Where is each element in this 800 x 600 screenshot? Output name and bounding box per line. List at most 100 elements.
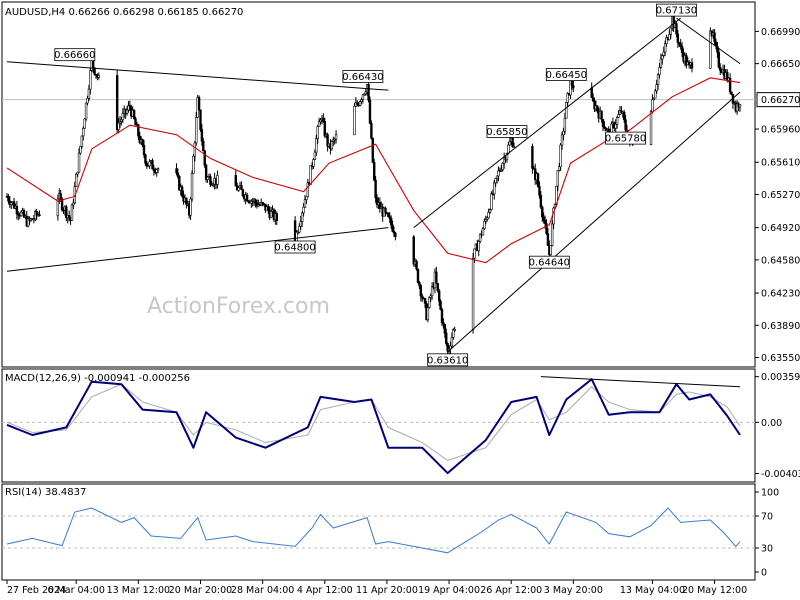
candle-body bbox=[452, 329, 455, 338]
candle bbox=[416, 268, 420, 284]
candle bbox=[436, 282, 439, 293]
candle bbox=[300, 211, 304, 227]
candle bbox=[603, 121, 606, 130]
candle-body bbox=[615, 117, 619, 125]
y-tick-label: 0.66990 bbox=[761, 27, 800, 38]
candle-body bbox=[195, 117, 198, 144]
candle bbox=[412, 235, 415, 267]
candle bbox=[662, 46, 665, 58]
candle-body bbox=[322, 118, 325, 122]
y-tick-label: 0.00 bbox=[761, 418, 782, 429]
candle-body bbox=[192, 155, 195, 174]
candle bbox=[593, 97, 596, 113]
candle-body bbox=[7, 196, 10, 202]
candle-body bbox=[546, 233, 550, 246]
candle-body bbox=[86, 98, 89, 104]
candle bbox=[358, 100, 362, 107]
candle bbox=[430, 282, 434, 300]
price-label-box bbox=[545, 68, 587, 81]
candle-body bbox=[545, 223, 548, 234]
candle-body bbox=[120, 119, 123, 122]
candle bbox=[562, 127, 565, 141]
candle-body bbox=[387, 212, 390, 217]
price-label-box bbox=[605, 131, 647, 145]
candle-body bbox=[656, 74, 660, 85]
candle-body bbox=[709, 30, 712, 69]
candle bbox=[363, 93, 366, 96]
candle-body bbox=[358, 101, 362, 106]
candle bbox=[728, 73, 732, 95]
candle-body bbox=[373, 162, 376, 181]
macd-line bbox=[6, 378, 741, 475]
candle-body bbox=[118, 121, 122, 124]
x-tick-label: 13 Mar 12:00 bbox=[107, 585, 170, 596]
price-label-box bbox=[528, 255, 570, 269]
candle bbox=[35, 208, 38, 221]
candle-body bbox=[384, 207, 387, 213]
candle-body bbox=[176, 172, 180, 177]
candle bbox=[245, 192, 249, 202]
candle bbox=[176, 168, 180, 179]
candle bbox=[440, 307, 444, 327]
candle-body bbox=[237, 187, 240, 191]
candle bbox=[180, 184, 184, 198]
candle bbox=[197, 95, 201, 112]
candle-body bbox=[199, 109, 202, 131]
candle bbox=[680, 42, 684, 58]
x-tick-label: 4 Apr 12:00 bbox=[297, 585, 353, 596]
candle-body bbox=[145, 162, 149, 167]
candle bbox=[419, 284, 423, 302]
candle bbox=[545, 219, 548, 235]
y-tick-label: 70 bbox=[761, 512, 773, 523]
candle-body bbox=[505, 153, 509, 161]
price-label: 0.64800 bbox=[274, 240, 316, 254]
candle bbox=[189, 196, 192, 220]
candle-body bbox=[418, 282, 421, 286]
candle bbox=[550, 220, 554, 247]
candle bbox=[132, 109, 136, 120]
candle-body bbox=[493, 182, 496, 195]
candle-body bbox=[80, 135, 84, 147]
candle-body bbox=[234, 175, 237, 187]
rsi-panel bbox=[6, 507, 741, 554]
candle bbox=[79, 146, 82, 155]
candle-body bbox=[368, 99, 372, 124]
candle-body bbox=[138, 135, 141, 143]
candle bbox=[141, 138, 144, 148]
candle bbox=[199, 109, 202, 132]
candle bbox=[442, 318, 445, 329]
candle bbox=[302, 203, 305, 217]
candle-body bbox=[488, 209, 492, 213]
watermark-text: ActionForex.com bbox=[147, 294, 330, 319]
candle-body bbox=[388, 216, 391, 219]
candle-body bbox=[363, 93, 366, 96]
candle-body bbox=[484, 219, 487, 222]
candle bbox=[690, 58, 694, 73]
candle-body bbox=[56, 198, 60, 217]
candle bbox=[254, 198, 257, 208]
trendline bbox=[676, 17, 741, 65]
candle bbox=[572, 81, 575, 93]
price-label-box bbox=[486, 125, 528, 138]
candle-body bbox=[617, 114, 620, 118]
candle bbox=[735, 100, 739, 115]
candle-body bbox=[193, 142, 197, 157]
candle bbox=[203, 149, 206, 168]
candle bbox=[661, 54, 664, 65]
price-label-box bbox=[656, 3, 697, 17]
candle bbox=[435, 266, 438, 285]
candle-body bbox=[267, 206, 270, 212]
candle-body bbox=[309, 165, 312, 185]
candle-body bbox=[240, 185, 243, 190]
candle-body bbox=[507, 144, 510, 154]
candle bbox=[501, 162, 504, 172]
candle bbox=[82, 126, 85, 141]
candle bbox=[620, 106, 623, 114]
candle bbox=[471, 252, 475, 334]
y-tick-label: 0.66650 bbox=[761, 59, 800, 70]
candle-body bbox=[144, 154, 147, 164]
candle-body bbox=[313, 151, 317, 160]
macd-header: MACD(12,26,9) -0.000941 -0.000256 bbox=[5, 373, 190, 384]
candle-body bbox=[72, 202, 75, 206]
